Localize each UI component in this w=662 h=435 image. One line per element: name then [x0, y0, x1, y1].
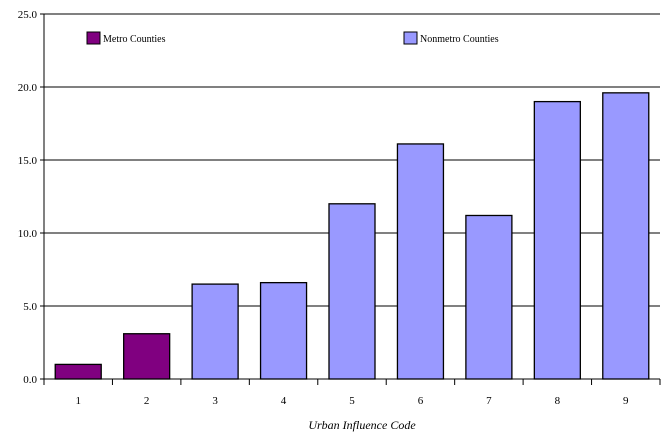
y-tick-label: 25.0 [18, 9, 38, 21]
x-axis-title: Urban Influence Code [308, 418, 416, 432]
y-tick-label: 15.0 [18, 155, 38, 167]
bar-5 [328, 203, 376, 380]
bar-8 [533, 100, 581, 380]
axes [40, 13, 661, 385]
y-tick-label: 0.0 [23, 374, 37, 386]
x-tick-label: 4 [281, 395, 287, 407]
x-tick-label: 3 [212, 395, 218, 407]
x-tick-label: 2 [144, 395, 150, 407]
legend: Metro Counties Nonmetro Counties [86, 31, 499, 45]
legend-swatch-nonmetro [403, 31, 418, 45]
x-tick-label: 9 [623, 395, 629, 407]
y-tick-labels: 0.0 5.0 10.0 15.0 20.0 25.0 [18, 9, 38, 386]
bar-9 [602, 92, 650, 380]
x-tick-labels: 1 2 3 4 5 6 7 8 9 [75, 395, 629, 407]
bar-1 [54, 363, 102, 380]
legend-label-nonmetro: Nonmetro Counties [420, 34, 499, 45]
y-tick-label: 10.0 [18, 228, 38, 240]
x-tick-label: 5 [349, 395, 355, 407]
x-tick-label: 6 [418, 395, 424, 407]
bars [54, 92, 650, 380]
x-tick-label: 1 [75, 395, 81, 407]
x-tick-label: 7 [486, 395, 492, 407]
bar-2 [123, 333, 171, 380]
bar-4 [259, 281, 308, 380]
x-tick-label: 8 [555, 395, 561, 407]
legend-swatch-metro [86, 31, 101, 45]
legend-label-metro: Metro Counties [103, 34, 166, 45]
bar-7 [465, 214, 513, 380]
y-tick-label: 5.0 [23, 301, 37, 313]
bar-3 [191, 283, 239, 380]
y-tick-label: 20.0 [18, 82, 38, 94]
bar-6 [396, 143, 445, 380]
